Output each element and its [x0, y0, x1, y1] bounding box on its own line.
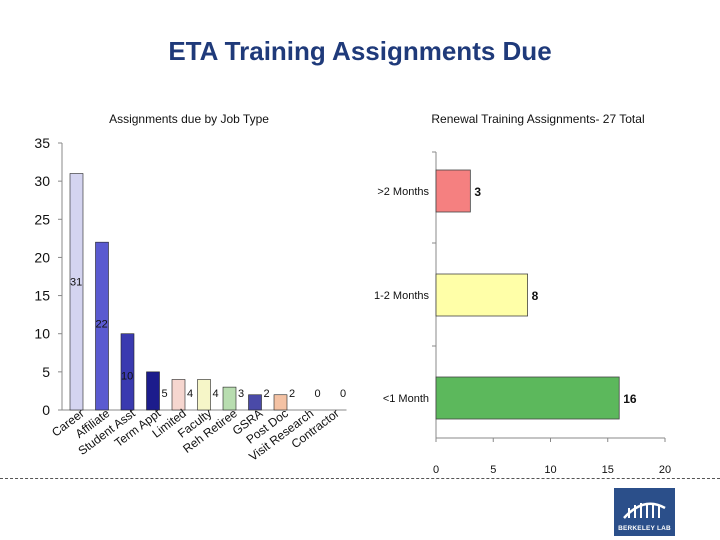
category-label-0: >2 Months — [377, 186, 429, 198]
bar-2 — [120, 333, 135, 411]
bar-8 — [273, 394, 288, 411]
slide-title: ETA Training Assignments Due — [168, 36, 552, 66]
berkeley-lab-logo: BERKELEY LAB — [614, 488, 675, 536]
x-tick-label: 5 — [490, 464, 496, 476]
bar-5 — [197, 379, 211, 411]
data-label-10: 0 — [340, 388, 346, 400]
data-label-0: 31 — [70, 277, 82, 289]
y-tick-label: 10 — [34, 326, 50, 342]
y-tick-label: 25 — [34, 211, 50, 227]
bar-7 — [248, 394, 262, 411]
y-tick-label: 30 — [34, 173, 50, 189]
data-label-6: 3 — [238, 388, 244, 400]
category-label-1: 1-2 Months — [374, 290, 430, 302]
data-label-4: 4 — [187, 388, 193, 400]
logo-text: BERKELEY LAB — [618, 525, 671, 532]
bar-1 — [95, 241, 109, 411]
bar-3 — [146, 371, 160, 411]
x-tick-label: 15 — [602, 464, 614, 476]
data-label-2: 16 — [623, 392, 637, 406]
bar-2 — [435, 376, 620, 420]
data-label-8: 2 — [289, 388, 295, 400]
renewal-chart-bars — [435, 169, 620, 420]
y-tick-label: 15 — [34, 288, 50, 304]
data-label-3: 5 — [162, 388, 168, 400]
y-tick-label: 35 — [34, 135, 50, 151]
y-tick-label: 0 — [42, 402, 50, 418]
bar-0 — [435, 169, 471, 213]
y-tick-label: 20 — [34, 249, 50, 265]
x-tick-label: 10 — [544, 464, 556, 476]
data-label-2: 10 — [121, 370, 133, 382]
bar-1 — [435, 273, 528, 317]
data-label-1: 22 — [96, 319, 108, 331]
job-type-chart-title: Assignments due by Job Type — [109, 112, 269, 126]
data-label-5: 4 — [213, 388, 219, 400]
job-type-chart-bars — [69, 173, 288, 411]
bar-4 — [171, 379, 186, 411]
data-label-9: 0 — [315, 388, 321, 400]
data-label-1: 8 — [532, 289, 539, 303]
lab-building-icon — [623, 502, 666, 519]
x-tick-label: 0 — [433, 464, 439, 476]
renewal-chart-labels: 3 >2 Months 8 1-2 Months 16 <1 Month — [374, 185, 637, 406]
bar-6 — [222, 386, 237, 411]
y-tick-label: 5 — [42, 364, 50, 380]
footer-divider — [0, 478, 720, 479]
category-label-2: <1 Month — [383, 393, 429, 405]
data-label-0: 3 — [474, 185, 481, 199]
data-label-7: 2 — [264, 388, 270, 400]
renewal-chart-title: Renewal Training Assignments- 27 Total — [431, 112, 644, 126]
x-tick-label: 20 — [659, 464, 671, 476]
bar-0 — [69, 173, 84, 411]
